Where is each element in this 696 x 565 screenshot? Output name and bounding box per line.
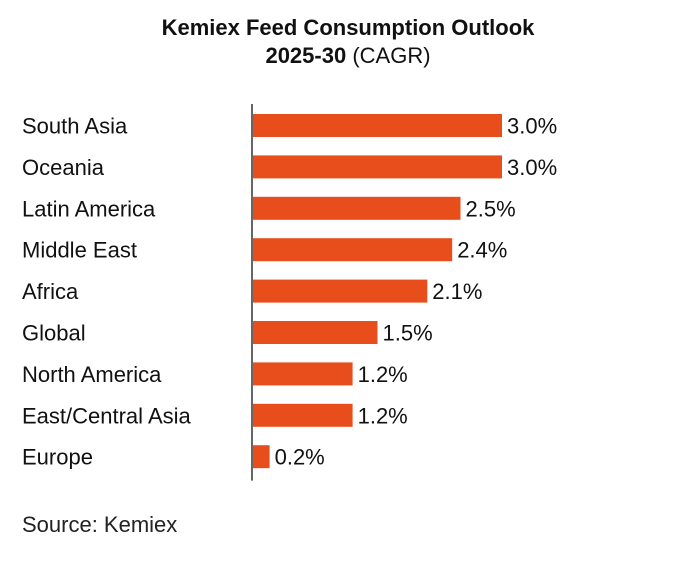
category-label: Middle East: [22, 238, 137, 263]
bar: [253, 362, 353, 386]
chart-title: Kemiex Feed Consumption Outlook 2025-30 …: [0, 14, 696, 70]
data-label: 3.0%: [507, 155, 557, 180]
bar: [253, 279, 428, 303]
source-note: Source: Kemiex: [22, 512, 178, 537]
bar: [253, 321, 378, 344]
data-label: 1.5%: [383, 321, 433, 346]
data-label: 0.2%: [275, 445, 325, 470]
category-label: Africa: [22, 279, 79, 304]
chart-title-line1: Kemiex Feed Consumption Outlook: [161, 15, 535, 40]
bar: [253, 155, 502, 179]
data-label: 1.2%: [358, 362, 408, 387]
category-label: North America: [22, 362, 162, 387]
data-label: 1.2%: [358, 403, 408, 428]
chart-subtitle: 2025-30 (CAGR): [0, 42, 696, 70]
bar: [253, 445, 270, 469]
chart-subtitle-unit: (CAGR): [352, 43, 431, 68]
bar: [253, 114, 502, 137]
chart-subtitle-period: 2025-30: [265, 43, 347, 68]
category-label: Latin America: [22, 196, 156, 221]
data-label: 2.1%: [432, 279, 482, 304]
data-label: 2.4%: [457, 238, 507, 263]
bar: [253, 238, 453, 262]
category-label: South Asia: [22, 114, 128, 139]
data-label: 2.5%: [466, 196, 516, 221]
bar: [253, 196, 461, 220]
category-label: Oceania: [22, 155, 105, 180]
category-label: Europe: [22, 445, 93, 470]
bar: [253, 403, 353, 427]
category-label: East/Central Asia: [22, 403, 192, 428]
category-label: Global: [22, 321, 86, 346]
data-label: 3.0%: [507, 114, 557, 139]
